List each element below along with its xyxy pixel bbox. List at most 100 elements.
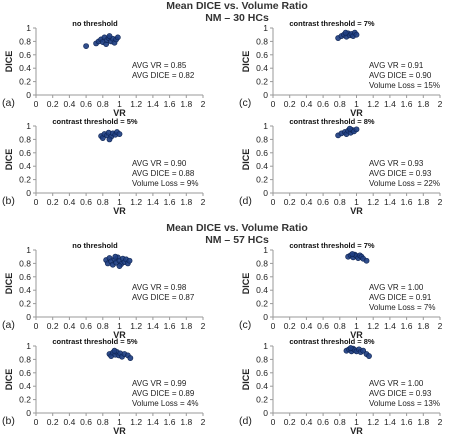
scatter-chart: 0 0.2 0.4 0.6 0.8 1 0 0.2 0.4 0.6 0.8 1 1.2 1.4 1.6 1.8… [2,241,206,340]
y-axis-label: DICE [241,273,251,295]
y-tick-label: 0.4 [19,381,31,391]
x-tick-label: 0.2 [284,99,296,109]
x-tick-label: 1.8 [180,197,192,207]
scatter-panel: 0 0.2 0.4 0.6 0.8 1 0 0.2 0.4 0.6 0.8 1 1.2 1.4 1.6 1.8… [237,114,474,216]
x-tick-label: 1.6 [401,417,413,427]
x-tick-label: 2 [201,321,206,331]
y-tick-label: 0.2 [19,299,31,309]
y-tick-label: 0.6 [19,368,31,378]
y-tick-label: 0.2 [256,395,268,405]
data-point [353,126,360,133]
x-tick-label: 1.2 [130,321,142,331]
x-axis-label: VR [113,108,126,118]
stat-annotation: Volume Loss = 7% [369,303,435,312]
y-tick-label: 0.8 [256,354,268,364]
x-tick-label: 0.8 [334,417,346,427]
panel-title: contrast threshold = 5% [52,337,138,346]
x-tick-label: 1 [117,99,122,109]
data-point [353,31,360,38]
panel-title: contrast threshold = 5% [52,117,138,126]
x-tick-label: 0.4 [300,99,312,109]
y-tick-label: 0.8 [19,354,31,364]
data-point [111,347,118,354]
x-tick-label: 0.2 [284,321,296,331]
x-tick-label: 0.4 [63,99,75,109]
y-tick-label: 0 [263,188,268,198]
x-tick-label: 0.2 [284,417,296,427]
x-tick-label: 0.8 [97,417,109,427]
x-tick-label: 0.4 [300,197,312,207]
y-tick-label: 0.6 [256,148,268,158]
y-axis-label: DICE [241,149,251,171]
x-tick-label: 0.2 [47,99,59,109]
panel-label: (a) [2,97,15,109]
panel-label: (d) [239,195,252,207]
x-axis-label: VR [113,330,126,340]
x-tick-label: 0.2 [47,417,59,427]
x-tick-label: 0.8 [97,197,109,207]
x-tick-label: 0.6 [317,417,329,427]
x-tick-label: 0.6 [80,417,92,427]
x-tick-label: 0 [271,417,276,427]
x-tick-label: 0.8 [334,321,346,331]
y-axis-label: DICE [241,369,251,391]
x-tick-label: 1.8 [180,417,192,427]
x-tick-label: 1.8 [417,99,429,109]
stat-annotation: AVG DICE = 0.93 [369,389,432,398]
scatter-panel: 0 0.2 0.4 0.6 0.8 1 0 0.2 0.4 0.6 0.8 1 1.2 1.4 1.6 1.8… [0,114,237,216]
x-tick-label: 1.2 [130,99,142,109]
y-tick-label: 0.8 [19,36,31,46]
scatter-panel: 0 0.2 0.4 0.6 0.8 1 0 0.2 0.4 0.6 0.8 1 1.2 1.4 1.6 1.8… [0,334,237,436]
scatter-chart: 0 0.2 0.4 0.6 0.8 1 0 0.2 0.4 0.6 0.8 1 1.2 1.4 1.6 1.8… [2,337,206,436]
scatter-chart: 0 0.2 0.4 0.6 0.8 1 0 0.2 0.4 0.6 0.8 1 1.2 1.4 1.6 1.8… [239,117,443,216]
y-tick-label: 1 [263,23,268,33]
x-tick-label: 0.6 [80,197,92,207]
data-point [83,43,89,49]
scatter-panel: 0 0.2 0.4 0.6 0.8 1 0 0.2 0.4 0.6 0.8 1 1.2 1.4 1.6 1.8… [0,16,237,118]
y-tick-label: 0 [26,188,31,198]
y-tick-label: 0.2 [256,175,268,185]
y-tick-label: 0.4 [256,63,268,73]
y-tick-label: 0.6 [19,148,31,158]
x-tick-label: 1 [117,321,122,331]
x-tick-label: 1.4 [384,99,396,109]
scatter-panel: 0 0.2 0.4 0.6 0.8 1 0 0.2 0.4 0.6 0.8 1 1.2 1.4 1.6 1.8… [0,238,237,340]
x-tick-label: 1.4 [384,321,396,331]
x-tick-label: 1.4 [384,417,396,427]
panel-title: no threshold [72,19,118,28]
x-tick-label: 0.6 [80,99,92,109]
y-tick-label: 0.8 [19,258,31,268]
y-axis-label: DICE [4,369,14,391]
y-tick-label: 0.6 [19,272,31,282]
x-tick-label: 1.6 [164,197,176,207]
x-axis-label: VR [350,108,363,118]
x-tick-label: 0.8 [97,321,109,331]
panel-title: contrast threshold = 7% [289,19,375,28]
stat-annotation: Volume Loss = 15% [369,81,440,90]
data-point [112,253,119,260]
stat-annotation: Volume Loss = 4% [132,399,198,408]
x-tick-label: 2 [201,417,206,427]
panel-label: (b) [2,415,15,427]
y-tick-label: 0.2 [19,395,31,405]
x-tick-label: 1.6 [401,321,413,331]
y-tick-label: 0.2 [256,299,268,309]
x-tick-label: 1.6 [164,321,176,331]
x-tick-label: 1.8 [417,417,429,427]
x-tick-label: 1.2 [367,197,379,207]
y-tick-label: 0.8 [256,134,268,144]
panel-label: (a) [2,319,15,331]
x-tick-label: 0.2 [284,197,296,207]
y-tick-label: 1 [26,23,31,33]
stat-annotation: AVG VR = 0.93 [369,159,424,168]
x-tick-label: 0 [34,99,39,109]
x-tick-label: 2 [201,197,206,207]
x-tick-label: 1.8 [180,99,192,109]
x-tick-label: 1 [117,197,122,207]
data-point [114,34,121,41]
stat-annotation: AVG VR = 0.98 [132,283,187,292]
data-point [106,136,113,143]
x-tick-label: 1.2 [367,321,379,331]
x-tick-label: 1.6 [401,197,413,207]
section-1-title: Mean DICE vs. Volume Ratio [166,0,308,12]
